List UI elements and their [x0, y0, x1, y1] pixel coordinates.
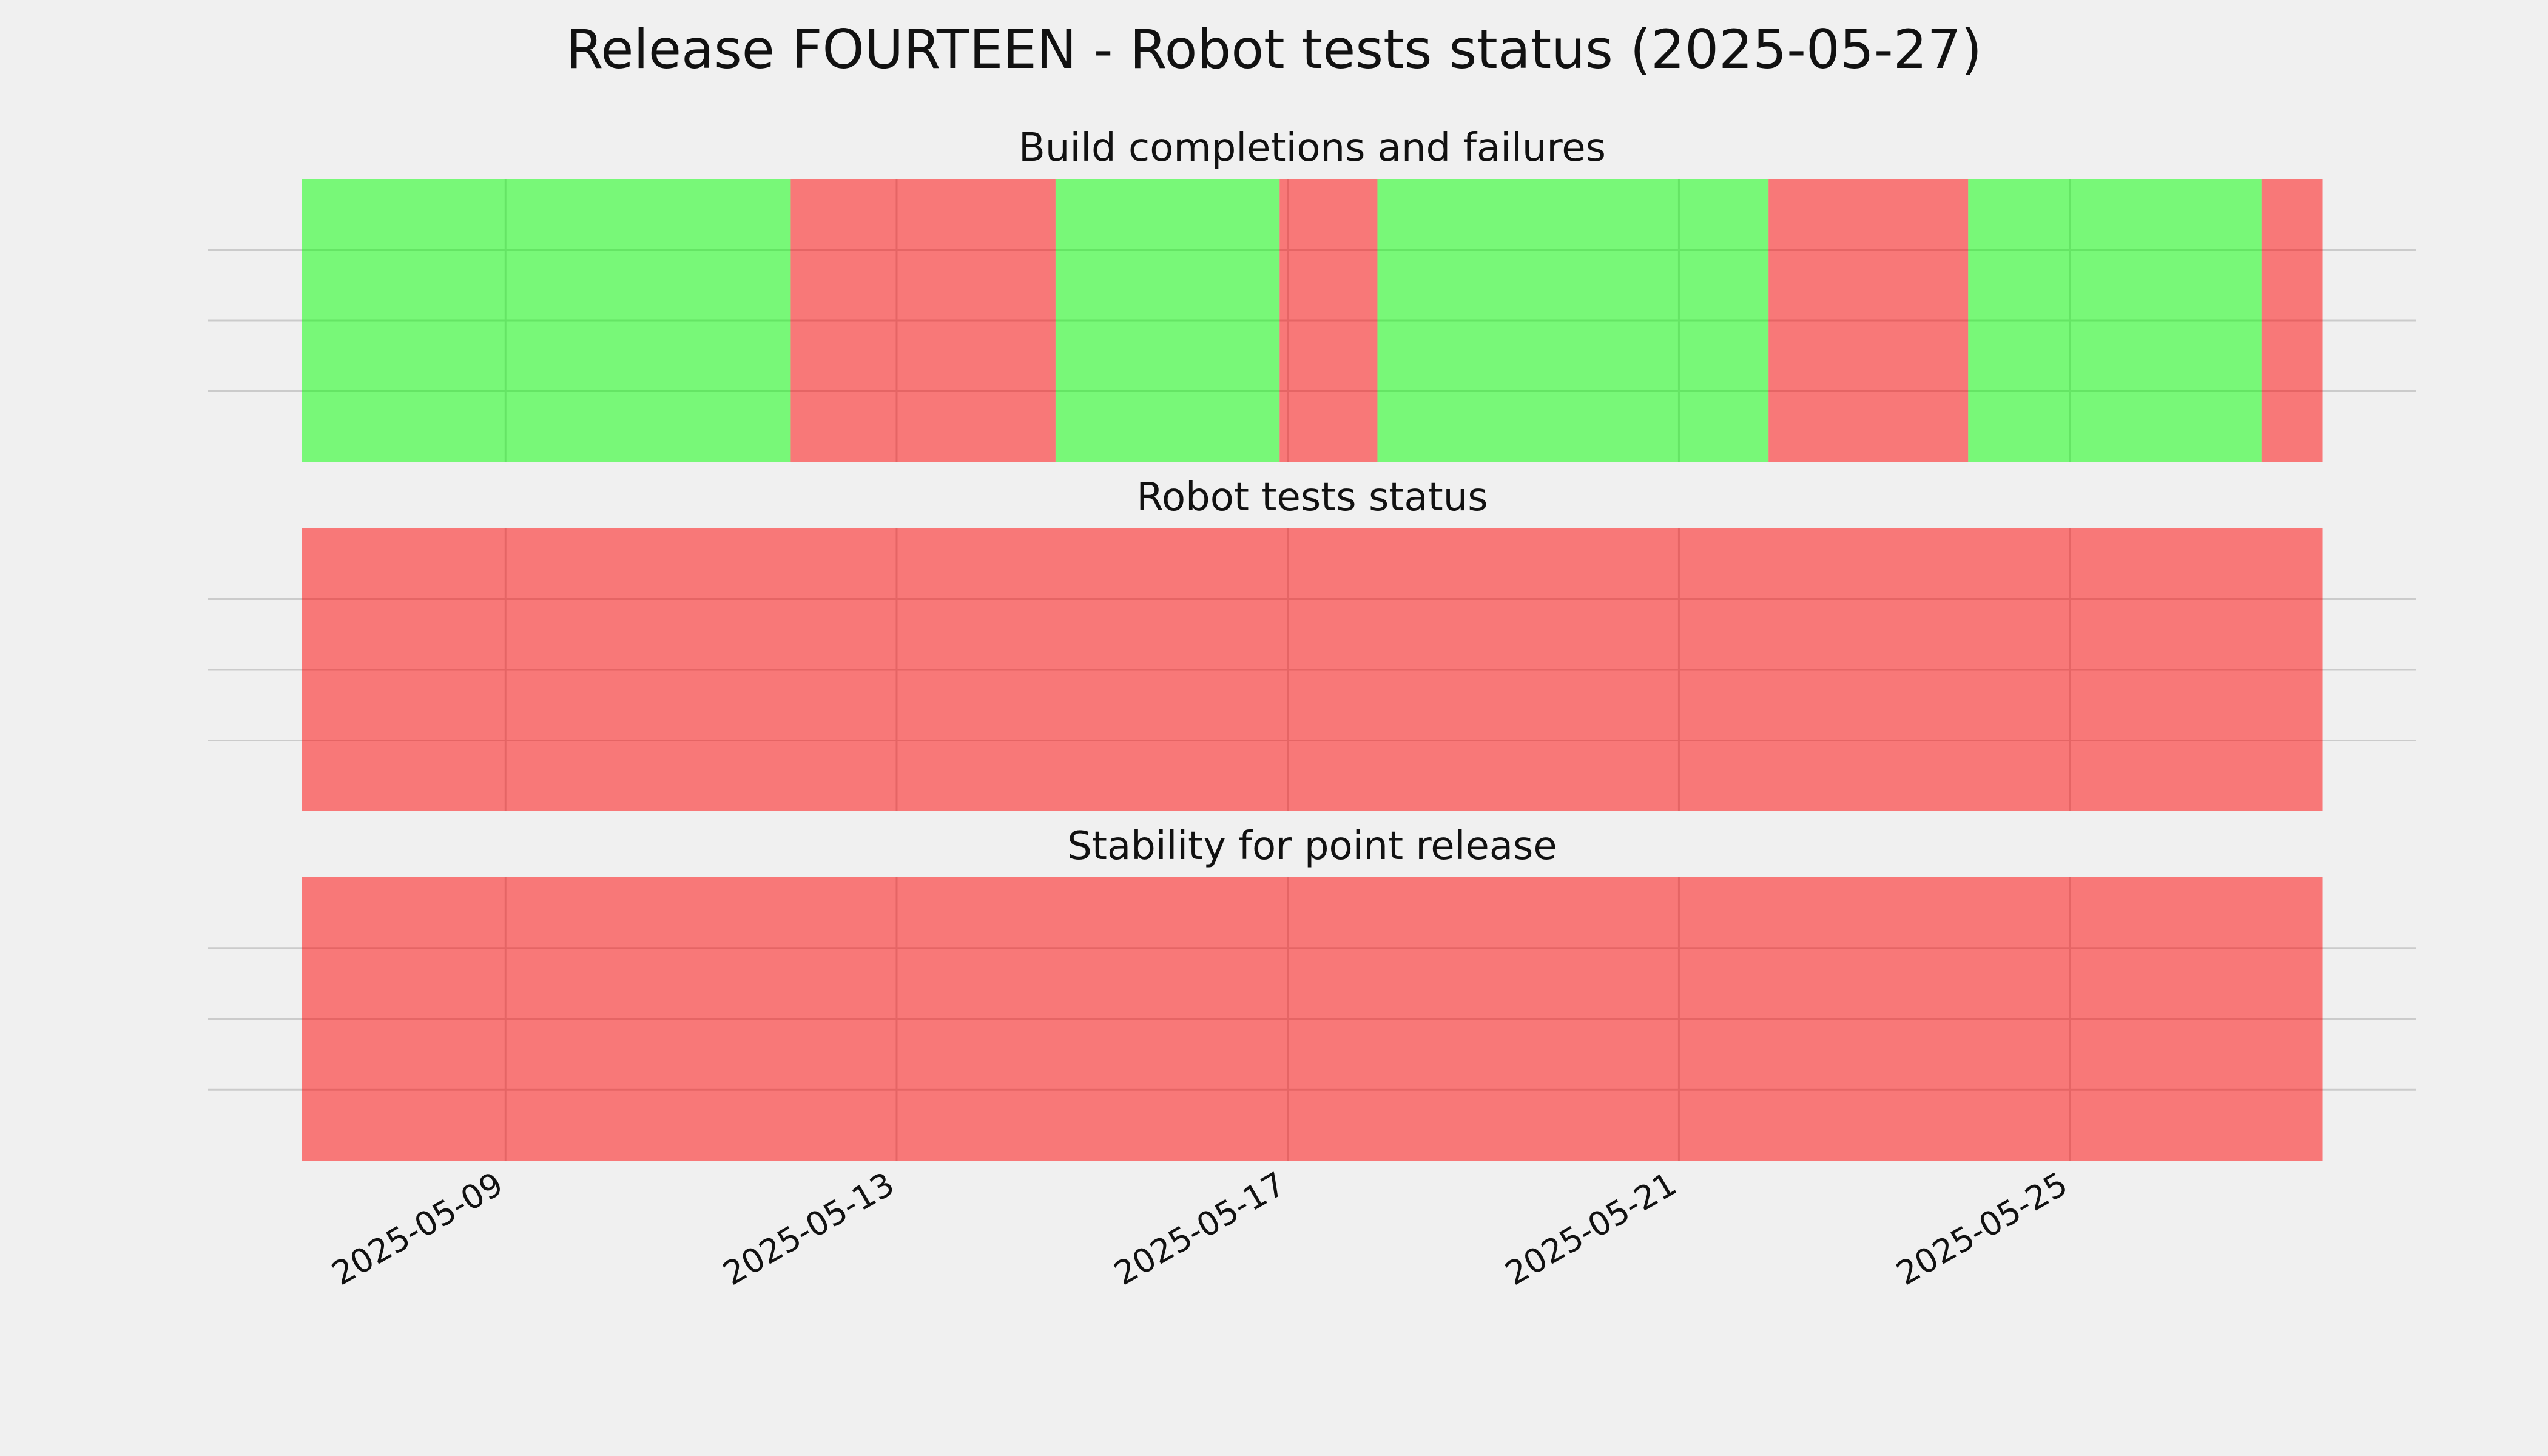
subplot-title: Robot tests status: [1136, 475, 1488, 520]
status-span: [302, 179, 791, 462]
status-span: [1768, 179, 1969, 462]
status-span: [1055, 179, 1280, 462]
status-span: [1377, 179, 1769, 462]
x-tick-label: 2025-05-17: [1108, 1165, 1292, 1293]
subplot-title: Stability for point release: [1067, 824, 1557, 869]
status-span: [302, 877, 2323, 1161]
status-span: [2261, 179, 2323, 462]
status-span: [790, 179, 1056, 462]
status-span: [1279, 179, 1378, 462]
chart-title: Release FOURTEEN - Robot tests status (2…: [566, 18, 1982, 81]
subplot-title: Build completions and failures: [1019, 126, 1606, 170]
x-tick-label: 2025-05-09: [325, 1165, 509, 1293]
status-span: [302, 528, 2323, 811]
x-tick-label: 2025-05-13: [716, 1165, 900, 1293]
x-tick-label: 2025-05-21: [1499, 1165, 1683, 1293]
x-tick-label: 2025-05-25: [1890, 1165, 2074, 1293]
status-span: [1968, 179, 2262, 462]
